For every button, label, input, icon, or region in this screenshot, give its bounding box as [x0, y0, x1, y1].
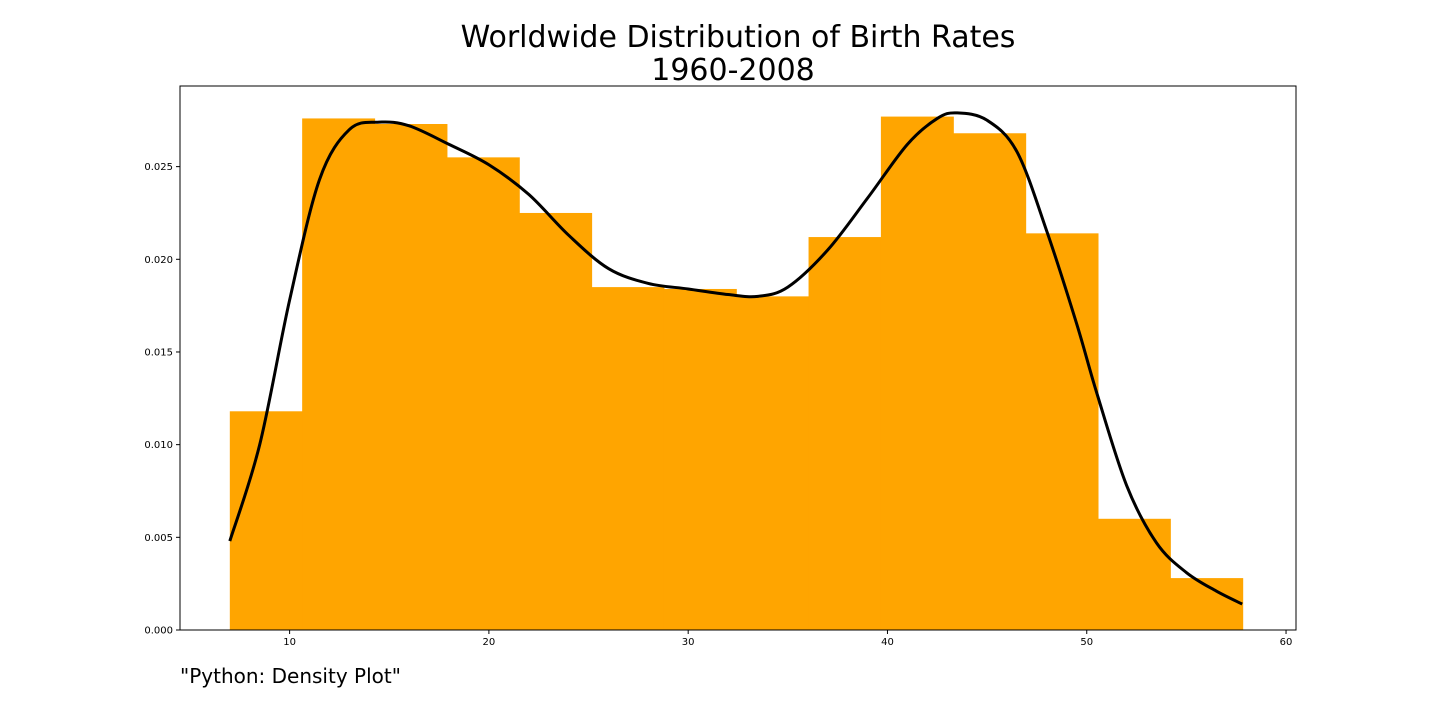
histogram-bar — [229, 411, 303, 630]
x-axis-ticks: 10 20 30 40 50 60 — [283, 630, 1292, 648]
x-tick-label: 50 — [1080, 637, 1093, 648]
histogram-bars — [229, 116, 1244, 631]
chart-title: Worldwide Distribution of Birth Rates 19… — [461, 20, 1016, 88]
chart-title-line-2: 1960-2008 — [651, 53, 815, 88]
y-tick-label: 0.010 — [144, 440, 173, 451]
x-tick-label: 30 — [682, 637, 695, 648]
histogram-bar — [1097, 518, 1171, 630]
histogram-bar — [519, 212, 593, 630]
histogram-bar — [1025, 233, 1099, 630]
y-tick-label: 0.020 — [144, 255, 173, 266]
y-axis-ticks: 0.000 0.005 0.010 0.015 0.020 0.025 — [144, 162, 180, 637]
histogram-bar — [374, 124, 448, 630]
chart-title-line-1: Worldwide Distribution of Birth Rates — [461, 20, 1016, 55]
histogram-bar — [953, 133, 1027, 630]
caption-text: "Python: Density Plot" — [180, 664, 401, 688]
plot-frame — [179, 85, 1297, 631]
y-tick-label: 0.025 — [144, 162, 173, 173]
histogram-bar — [808, 237, 882, 630]
x-tick-label: 60 — [1280, 637, 1293, 648]
y-tick-label: 0.005 — [144, 533, 173, 544]
density-curve-group — [228, 111, 1243, 606]
histogram-bar — [591, 287, 665, 630]
histogram-bar — [446, 157, 520, 631]
histogram-bar — [880, 116, 954, 630]
histogram-bar — [302, 118, 376, 630]
x-tick-label: 40 — [881, 637, 894, 648]
y-tick-label: 0.015 — [144, 347, 173, 358]
density-curve — [228, 111, 1243, 606]
x-tick-label: 10 — [283, 637, 296, 648]
y-tick-label: 0.000 — [144, 626, 173, 637]
histogram-bar — [736, 296, 810, 630]
histogram-bar — [663, 288, 737, 630]
x-tick-label: 20 — [483, 637, 496, 648]
